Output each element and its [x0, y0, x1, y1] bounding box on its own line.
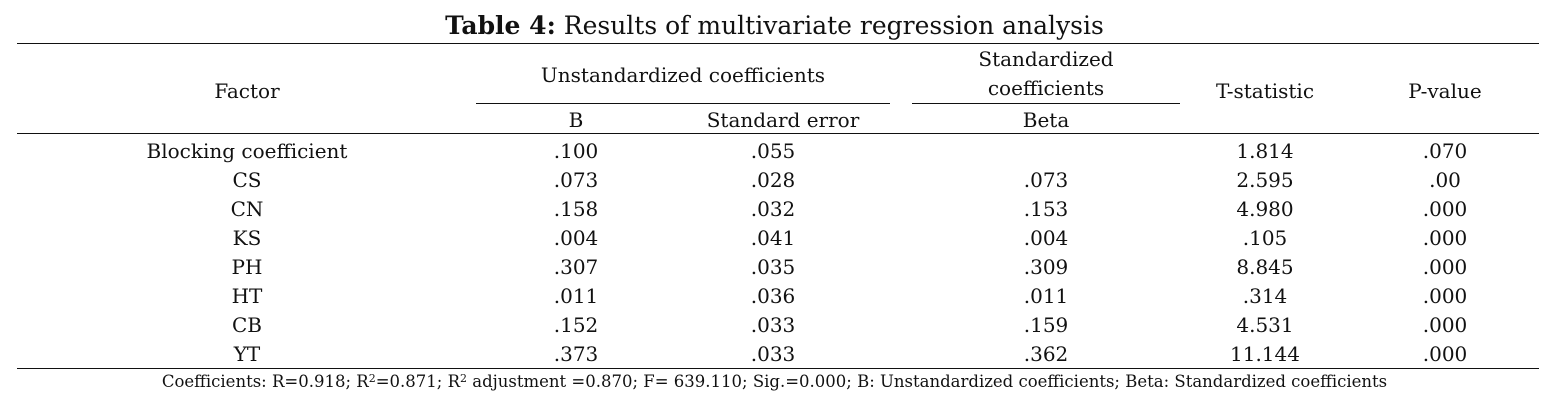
- cell-b: .307: [553, 255, 599, 279]
- cell-p-value: .000: [1422, 255, 1468, 279]
- cell-t-statistic: 8.845: [1236, 255, 1294, 279]
- cell-p-value: .000: [1422, 197, 1468, 221]
- footnote-part-1: Coefficients: R=0.918; R: [161, 372, 369, 391]
- cell-t-statistic: .314: [1242, 284, 1288, 308]
- table-footnote: Coefficients: R=0.918; R2=0.871; R2 adju…: [0, 370, 1549, 394]
- header-t-statistic: T-statistic: [1215, 79, 1315, 103]
- cell-t-statistic: 4.531: [1236, 313, 1294, 337]
- cell-t-statistic: 4.980: [1236, 197, 1294, 221]
- cell-factor: CN: [230, 197, 264, 221]
- footnote-part-3: adjustment =0.870; F= 639.110; Sig.=0.00…: [467, 372, 1388, 391]
- cell-standard-error: .055: [750, 139, 796, 163]
- cell-b: .004: [553, 226, 599, 250]
- cell-standard-error: .041: [750, 226, 796, 250]
- cell-standard-error: .036: [750, 284, 796, 308]
- cell-standard-error: .028: [750, 168, 796, 192]
- cell-p-value: .000: [1422, 284, 1468, 308]
- cell-factor: YT: [233, 342, 261, 366]
- cell-beta: .011: [1023, 284, 1069, 308]
- cell-beta: .004: [1023, 226, 1069, 250]
- unstandardized-rule: [476, 103, 890, 104]
- cell-b: .073: [553, 168, 599, 192]
- table-number: Table 4:: [445, 11, 556, 40]
- top-rule: [17, 43, 1539, 44]
- cell-factor: KS: [232, 226, 262, 250]
- header-factor: Factor: [214, 79, 280, 103]
- table-caption: Results of multivariate regression analy…: [563, 11, 1104, 40]
- cell-b: .158: [553, 197, 599, 221]
- cell-p-value: .070: [1422, 139, 1468, 163]
- cell-beta: .362: [1023, 342, 1069, 366]
- standardized-rule: [912, 103, 1180, 104]
- cell-beta: .159: [1023, 313, 1069, 337]
- cell-standard-error: .033: [750, 313, 796, 337]
- bottom-rule: [17, 368, 1539, 369]
- cell-factor: CS: [232, 168, 262, 192]
- cell-standard-error: .033: [750, 342, 796, 366]
- cell-p-value: .000: [1422, 342, 1468, 366]
- cell-standard-error: .032: [750, 197, 796, 221]
- cell-beta: .153: [1023, 197, 1069, 221]
- cell-t-statistic: 11.144: [1230, 342, 1300, 366]
- cell-factor: CB: [232, 313, 262, 337]
- cell-factor: Blocking coefficient: [146, 139, 348, 163]
- header-b: B: [568, 108, 584, 132]
- cell-beta: .309: [1023, 255, 1069, 279]
- cell-b: .152: [553, 313, 599, 337]
- table-title: Table 4: Results of multivariate regress…: [0, 10, 1549, 42]
- cell-t-statistic: .105: [1242, 226, 1288, 250]
- header-standardized-line2: coefficients: [987, 76, 1105, 100]
- header-standardized: Standardized coefficients: [912, 45, 1180, 103]
- cell-p-value: .00: [1429, 168, 1461, 192]
- cell-beta: .073: [1023, 168, 1069, 192]
- cell-p-value: .000: [1422, 226, 1468, 250]
- header-beta: Beta: [1022, 108, 1070, 132]
- cell-t-statistic: 1.814: [1236, 139, 1294, 163]
- cell-b: .373: [553, 342, 599, 366]
- cell-p-value: .000: [1422, 313, 1468, 337]
- cell-factor: PH: [231, 255, 263, 279]
- cell-t-statistic: 2.595: [1236, 168, 1294, 192]
- cell-standard-error: .035: [750, 255, 796, 279]
- header-standard-error: Standard error: [706, 108, 860, 132]
- cell-b: .100: [553, 139, 599, 163]
- footnote-part-2: =0.871; R: [375, 372, 460, 391]
- footnote-superscript-2: 2: [460, 372, 467, 385]
- cell-b: .011: [553, 284, 599, 308]
- cell-factor: HT: [231, 284, 263, 308]
- footnote-superscript-1: 2: [368, 372, 376, 385]
- header-p-value: P-value: [1408, 79, 1482, 103]
- header-standardized-line1: Standardized: [978, 47, 1114, 71]
- header-bottom-rule: [17, 133, 1539, 134]
- header-unstandardized: Unstandardized coefficients: [540, 63, 826, 87]
